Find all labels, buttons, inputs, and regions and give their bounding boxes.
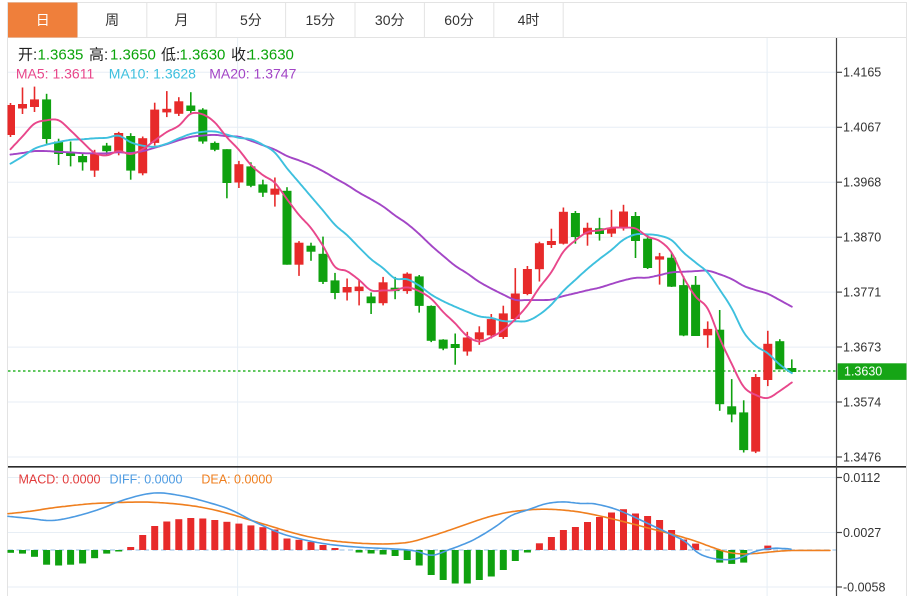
svg-text:1.3630: 1.3630 (248, 47, 294, 64)
svg-text:0.0112: 0.0112 (843, 471, 880, 485)
svg-text:低:: 低: (161, 47, 180, 64)
svg-text:1.3968: 1.3968 (843, 176, 881, 190)
svg-text:1.4067: 1.4067 (843, 121, 881, 135)
svg-text:60分: 60分 (444, 12, 474, 28)
svg-text:-0.0058: -0.0058 (843, 580, 885, 594)
svg-text:1.3870: 1.3870 (843, 231, 881, 245)
svg-text:日: 日 (36, 12, 50, 28)
svg-text:1.3574: 1.3574 (843, 395, 881, 409)
svg-text:1.3476: 1.3476 (843, 450, 881, 464)
svg-text:30分: 30分 (375, 12, 405, 28)
svg-text:1.3650: 1.3650 (110, 47, 156, 64)
svg-text:收:: 收: (231, 47, 250, 64)
svg-text:1.3635: 1.3635 (38, 47, 84, 64)
svg-text:15分: 15分 (306, 12, 336, 28)
svg-text:1.4165: 1.4165 (843, 66, 881, 80)
svg-text:1.3771: 1.3771 (843, 286, 881, 300)
svg-text:开:: 开: (18, 47, 37, 64)
svg-text:1.3630: 1.3630 (180, 47, 226, 64)
svg-text:月: 月 (175, 12, 189, 28)
svg-text:周: 周 (105, 12, 119, 28)
svg-text:0.0027: 0.0027 (843, 526, 881, 540)
svg-text:高:: 高: (89, 47, 108, 64)
svg-text:1.3630: 1.3630 (844, 365, 882, 379)
svg-text:4时: 4时 (518, 12, 540, 28)
svg-text:1.3673: 1.3673 (843, 340, 881, 354)
svg-text:5分: 5分 (240, 12, 262, 28)
